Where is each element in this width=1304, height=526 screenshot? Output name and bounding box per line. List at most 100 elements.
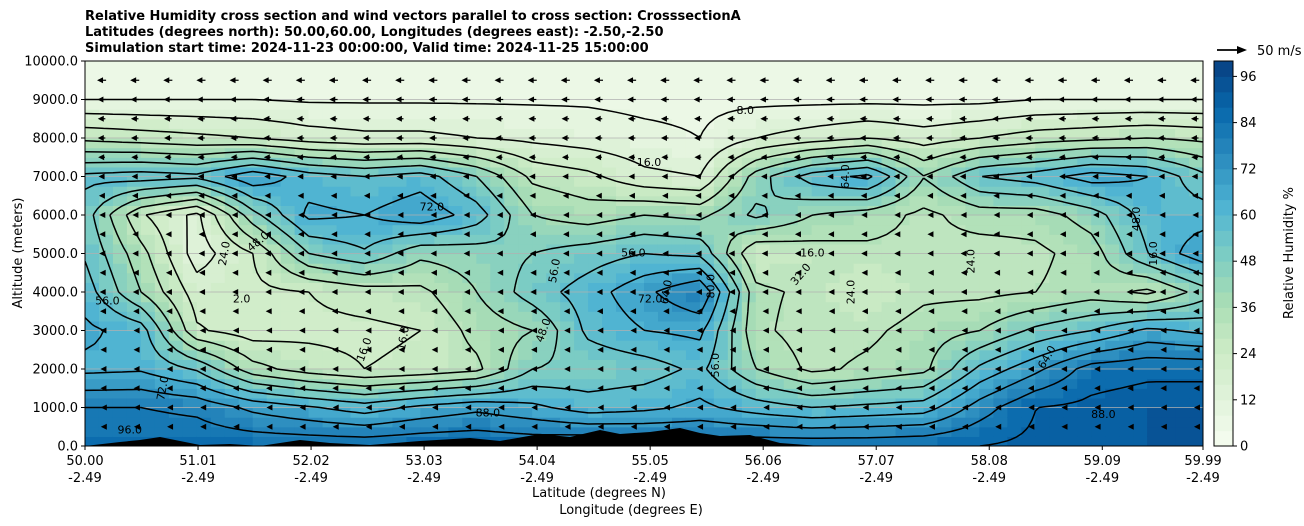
- wind-arrowhead: [298, 250, 305, 257]
- humidity-cell: [881, 147, 897, 158]
- humidity-cell: [699, 311, 715, 322]
- humidity-cell: [434, 282, 449, 293]
- humidity-cell: [434, 417, 449, 428]
- humidity-cell: [923, 311, 939, 322]
- humidity-cell: [532, 70, 547, 81]
- humidity-cell: [644, 397, 659, 409]
- humidity-cell: [266, 301, 282, 312]
- wind-arrowhead: [895, 423, 902, 430]
- humidity-cell: [266, 292, 282, 303]
- wind-arrowhead: [266, 327, 273, 334]
- humidity-cell: [602, 272, 617, 283]
- humidity-cell: [1105, 330, 1120, 341]
- humidity-cell: [685, 359, 701, 370]
- humidity-cell: [378, 407, 394, 418]
- humidity-cell: [951, 426, 967, 437]
- humidity-cell: [867, 263, 883, 274]
- humidity-cell: [196, 282, 212, 293]
- humidity-cell: [979, 99, 994, 110]
- humidity-cell: [462, 176, 477, 187]
- humidity-cell: [881, 388, 897, 399]
- wind-arrowhead: [430, 192, 437, 199]
- wind-arrowhead: [660, 77, 667, 84]
- contour-label: 56.0: [95, 295, 120, 308]
- wind-arrowhead: [1091, 135, 1098, 141]
- humidity-cell: [308, 176, 324, 187]
- humidity-cell: [783, 349, 799, 360]
- colorbar-band: [1214, 91, 1233, 108]
- wind-arrowhead: [531, 327, 538, 334]
- humidity-cell: [1147, 301, 1162, 312]
- humidity-cell: [699, 234, 715, 245]
- humidity-cell: [699, 272, 715, 283]
- humidity-cell: [168, 61, 184, 72]
- humidity-cell: [308, 166, 324, 178]
- humidity-cell: [280, 388, 296, 399]
- humidity-cell: [965, 426, 980, 437]
- humidity-cell: [210, 157, 226, 168]
- humidity-cell: [462, 99, 477, 110]
- wind-arrowhead: [100, 404, 107, 411]
- humidity-cell: [476, 109, 491, 120]
- colorbar-label: Relative Humidity %: [1282, 187, 1297, 319]
- humidity-cell: [951, 340, 967, 351]
- humidity-cell: [1063, 359, 1078, 370]
- wind-arrowhead: [263, 96, 270, 103]
- humidity-cell: [839, 369, 855, 380]
- humidity-cell: [266, 224, 282, 235]
- humidity-cell: [546, 128, 561, 139]
- humidity-cell: [1021, 311, 1036, 322]
- humidity-cell: [588, 215, 603, 226]
- humidity-cell: [811, 292, 827, 303]
- humidity-cell: [602, 224, 617, 235]
- humidity-cell: [1119, 359, 1134, 370]
- humidity-cell: [741, 263, 757, 274]
- humidity-cell: [867, 359, 883, 370]
- humidity-cell: [532, 311, 547, 322]
- humidity-cell: [1007, 301, 1022, 312]
- wind-arrowhead: [531, 385, 538, 392]
- humidity-cell: [238, 417, 254, 428]
- humidity-cell: [853, 195, 869, 206]
- humidity-cell: [602, 61, 617, 72]
- humidity-cell: [406, 369, 421, 380]
- humidity-cell: [1147, 388, 1162, 399]
- humidity-cell: [252, 128, 268, 139]
- wind-arrowhead: [365, 366, 372, 372]
- humidity-cell: [504, 205, 519, 216]
- humidity-cell: [853, 263, 869, 274]
- humidity-cell: [532, 263, 547, 274]
- contour-label: 16.0: [637, 156, 662, 169]
- wind-arrowhead: [961, 346, 968, 353]
- humidity-cell: [406, 397, 421, 409]
- humidity-cell: [350, 426, 366, 437]
- humidity-cell: [98, 436, 114, 446]
- humidity-cell: [923, 301, 939, 312]
- humidity-cell: [490, 195, 505, 206]
- wind-arrowhead: [762, 366, 769, 372]
- humidity-cell: [1133, 369, 1148, 380]
- humidity-cell: [797, 80, 813, 91]
- humidity-cell: [755, 301, 771, 312]
- humidity-cell: [923, 369, 939, 380]
- humidity-cell: [1175, 369, 1190, 380]
- wind-arrowhead: [696, 385, 703, 392]
- humidity-cell: [308, 89, 324, 101]
- humidity-cell: [392, 234, 408, 245]
- humidity-cell: [140, 224, 156, 235]
- humidity-cell: [811, 388, 827, 399]
- humidity-cell: [1077, 118, 1092, 129]
- humidity-cell: [420, 282, 435, 293]
- humidity-cell: [881, 282, 897, 293]
- humidity-cell: [602, 176, 617, 187]
- humidity-cell: [923, 349, 939, 360]
- humidity-cell: [881, 157, 897, 168]
- humidity-cell: [322, 330, 338, 341]
- humidity-cell: [224, 205, 240, 216]
- humidity-cell: [1091, 282, 1106, 293]
- humidity-cell: [392, 109, 408, 120]
- humidity-cell: [727, 224, 743, 235]
- humidity-cell: [685, 109, 701, 120]
- humidity-cell: [951, 80, 967, 91]
- humidity-cell: [1119, 243, 1134, 255]
